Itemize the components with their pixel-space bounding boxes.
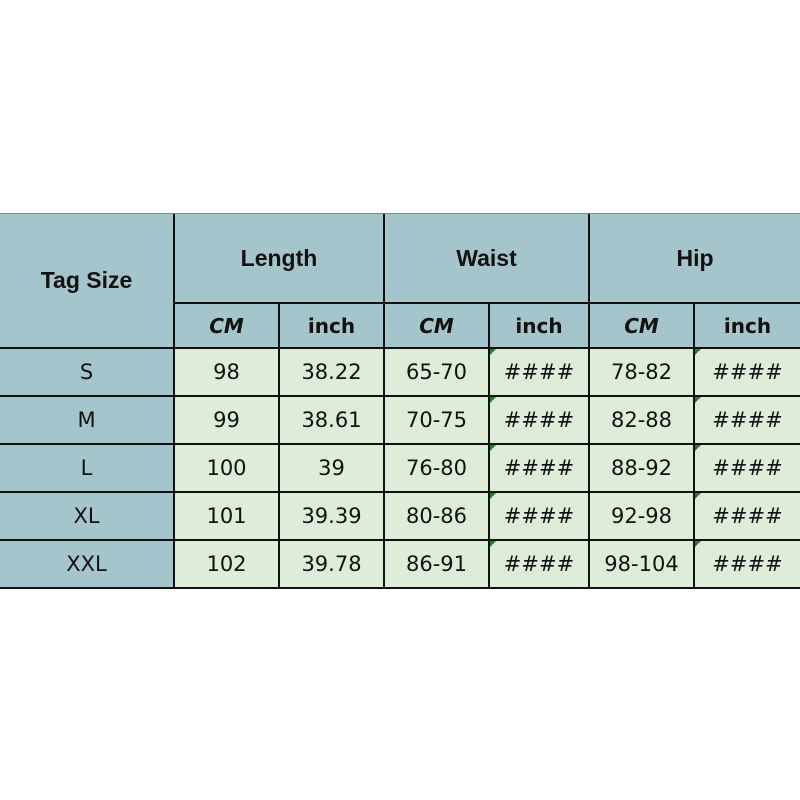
size-cell: S <box>0 349 175 397</box>
table-cell: 101 <box>175 493 280 541</box>
unit-header: CM <box>175 304 280 349</box>
unit-header: inch <box>280 304 385 349</box>
table-cell: #### <box>490 445 590 493</box>
table-cell: 38.22 <box>280 349 385 397</box>
table-cell: 65-70 <box>385 349 490 397</box>
table-cell: 88-92 <box>590 445 695 493</box>
table-cell: #### <box>490 541 590 589</box>
table-cell: 86-91 <box>385 541 490 589</box>
unit-header: inch <box>490 304 590 349</box>
table-cell: #### <box>490 349 590 397</box>
size-cell: XL <box>0 493 175 541</box>
table-cell: 39.78 <box>280 541 385 589</box>
table-cell: 100 <box>175 445 280 493</box>
waist-header: Waist <box>385 214 590 304</box>
table-cell: 38.61 <box>280 397 385 445</box>
tag-size-header: Tag Size <box>0 214 175 349</box>
length-header: Length <box>175 214 385 304</box>
size-cell: XXL <box>0 541 175 589</box>
unit-header: CM <box>590 304 695 349</box>
table-cell: #### <box>695 349 800 397</box>
table-cell: #### <box>695 541 800 589</box>
size-chart-table: Tag Size Length Waist Hip CM inch CM inc… <box>0 213 800 589</box>
size-cell: M <box>0 397 175 445</box>
table-cell: 82-88 <box>590 397 695 445</box>
table-cell: 39 <box>280 445 385 493</box>
table-cell: #### <box>490 493 590 541</box>
unit-header: inch <box>695 304 800 349</box>
table-cell: 98-104 <box>590 541 695 589</box>
hip-header: Hip <box>590 214 800 304</box>
table-cell: 99 <box>175 397 280 445</box>
table-cell: 98 <box>175 349 280 397</box>
table-cell: #### <box>490 397 590 445</box>
table-cell: 92-98 <box>590 493 695 541</box>
table-cell: #### <box>695 397 800 445</box>
table-cell: 78-82 <box>590 349 695 397</box>
size-cell: L <box>0 445 175 493</box>
unit-header: CM <box>385 304 490 349</box>
table-cell: 80-86 <box>385 493 490 541</box>
table-cell: 70-75 <box>385 397 490 445</box>
table-cell: #### <box>695 493 800 541</box>
table-cell: 102 <box>175 541 280 589</box>
table-cell: 76-80 <box>385 445 490 493</box>
table-cell: #### <box>695 445 800 493</box>
table-cell: 39.39 <box>280 493 385 541</box>
